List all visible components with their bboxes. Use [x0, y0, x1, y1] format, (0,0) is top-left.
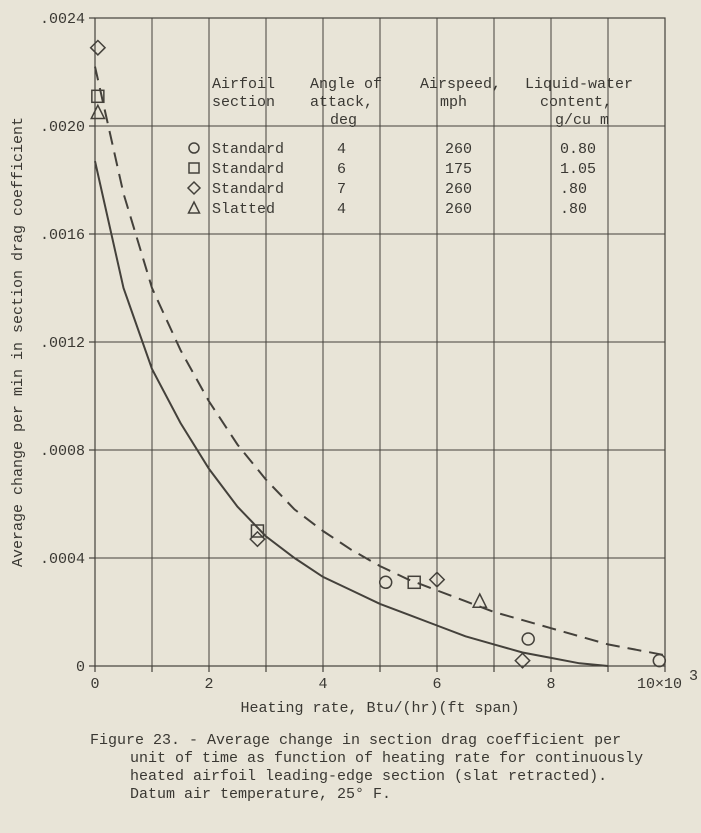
svg-text:260: 260 — [445, 141, 472, 158]
svg-text:Angle of: Angle of — [310, 76, 382, 93]
svg-text:1.05: 1.05 — [560, 161, 596, 178]
svg-text:4: 4 — [318, 676, 327, 693]
y-axis-label: Average change per min in section drag c… — [10, 117, 27, 567]
svg-text:.0016: .0016 — [40, 227, 85, 244]
svg-text:2: 2 — [204, 676, 213, 693]
svg-text:.0020: .0020 — [40, 119, 85, 136]
svg-text:Airspeed,: Airspeed, — [420, 76, 501, 93]
svg-text:section: section — [212, 94, 275, 111]
svg-text:Liquid-water: Liquid-water — [525, 76, 633, 93]
svg-text:.80: .80 — [560, 181, 587, 198]
svg-text:0.80: 0.80 — [560, 141, 596, 158]
x-axis-label: Heating rate, Btu/(hr)(ft span) — [240, 700, 519, 717]
svg-text:175: 175 — [445, 161, 472, 178]
svg-text:8: 8 — [546, 676, 555, 693]
figure-caption-line: heated airfoil leading-edge section (sla… — [130, 768, 607, 785]
svg-text:0: 0 — [76, 659, 85, 676]
svg-text:attack,: attack, — [310, 94, 373, 111]
svg-text:Standard: Standard — [212, 181, 284, 198]
svg-text:Standard: Standard — [212, 141, 284, 158]
svg-text:deg: deg — [330, 112, 357, 129]
svg-text:260: 260 — [445, 201, 472, 218]
svg-text:content,: content, — [540, 94, 612, 111]
svg-text:6: 6 — [432, 676, 441, 693]
svg-text:mph: mph — [440, 94, 467, 111]
svg-text:Airfoil: Airfoil — [212, 76, 275, 93]
figure-caption-line: unit of time as function of heating rate… — [130, 750, 643, 767]
figure-caption-line: Datum air temperature, 25° F. — [130, 786, 391, 803]
svg-text:0: 0 — [90, 676, 99, 693]
svg-text:4: 4 — [337, 141, 346, 158]
svg-text:g/cu m: g/cu m — [555, 112, 609, 129]
svg-text:.0024: .0024 — [40, 11, 85, 28]
svg-text:.0004: .0004 — [40, 551, 85, 568]
svg-text:10×10: 10×10 — [637, 676, 682, 693]
figure-caption-line: Figure 23. - Average change in section d… — [90, 732, 621, 749]
svg-text:7: 7 — [337, 181, 346, 198]
svg-text:.0008: .0008 — [40, 443, 85, 460]
svg-text:4: 4 — [337, 201, 346, 218]
svg-text:260: 260 — [445, 181, 472, 198]
svg-text:6: 6 — [337, 161, 346, 178]
svg-text:3: 3 — [689, 668, 698, 685]
figure-23-chart: 0 2 4 6 8 10×10 3 Heating rate, Btu/(hr)(ft spa… — [0, 0, 701, 833]
svg-text:Standard: Standard — [212, 161, 284, 178]
svg-text:.80: .80 — [560, 201, 587, 218]
svg-text:Slatted: Slatted — [212, 201, 275, 218]
svg-text:.0012: .0012 — [40, 335, 85, 352]
